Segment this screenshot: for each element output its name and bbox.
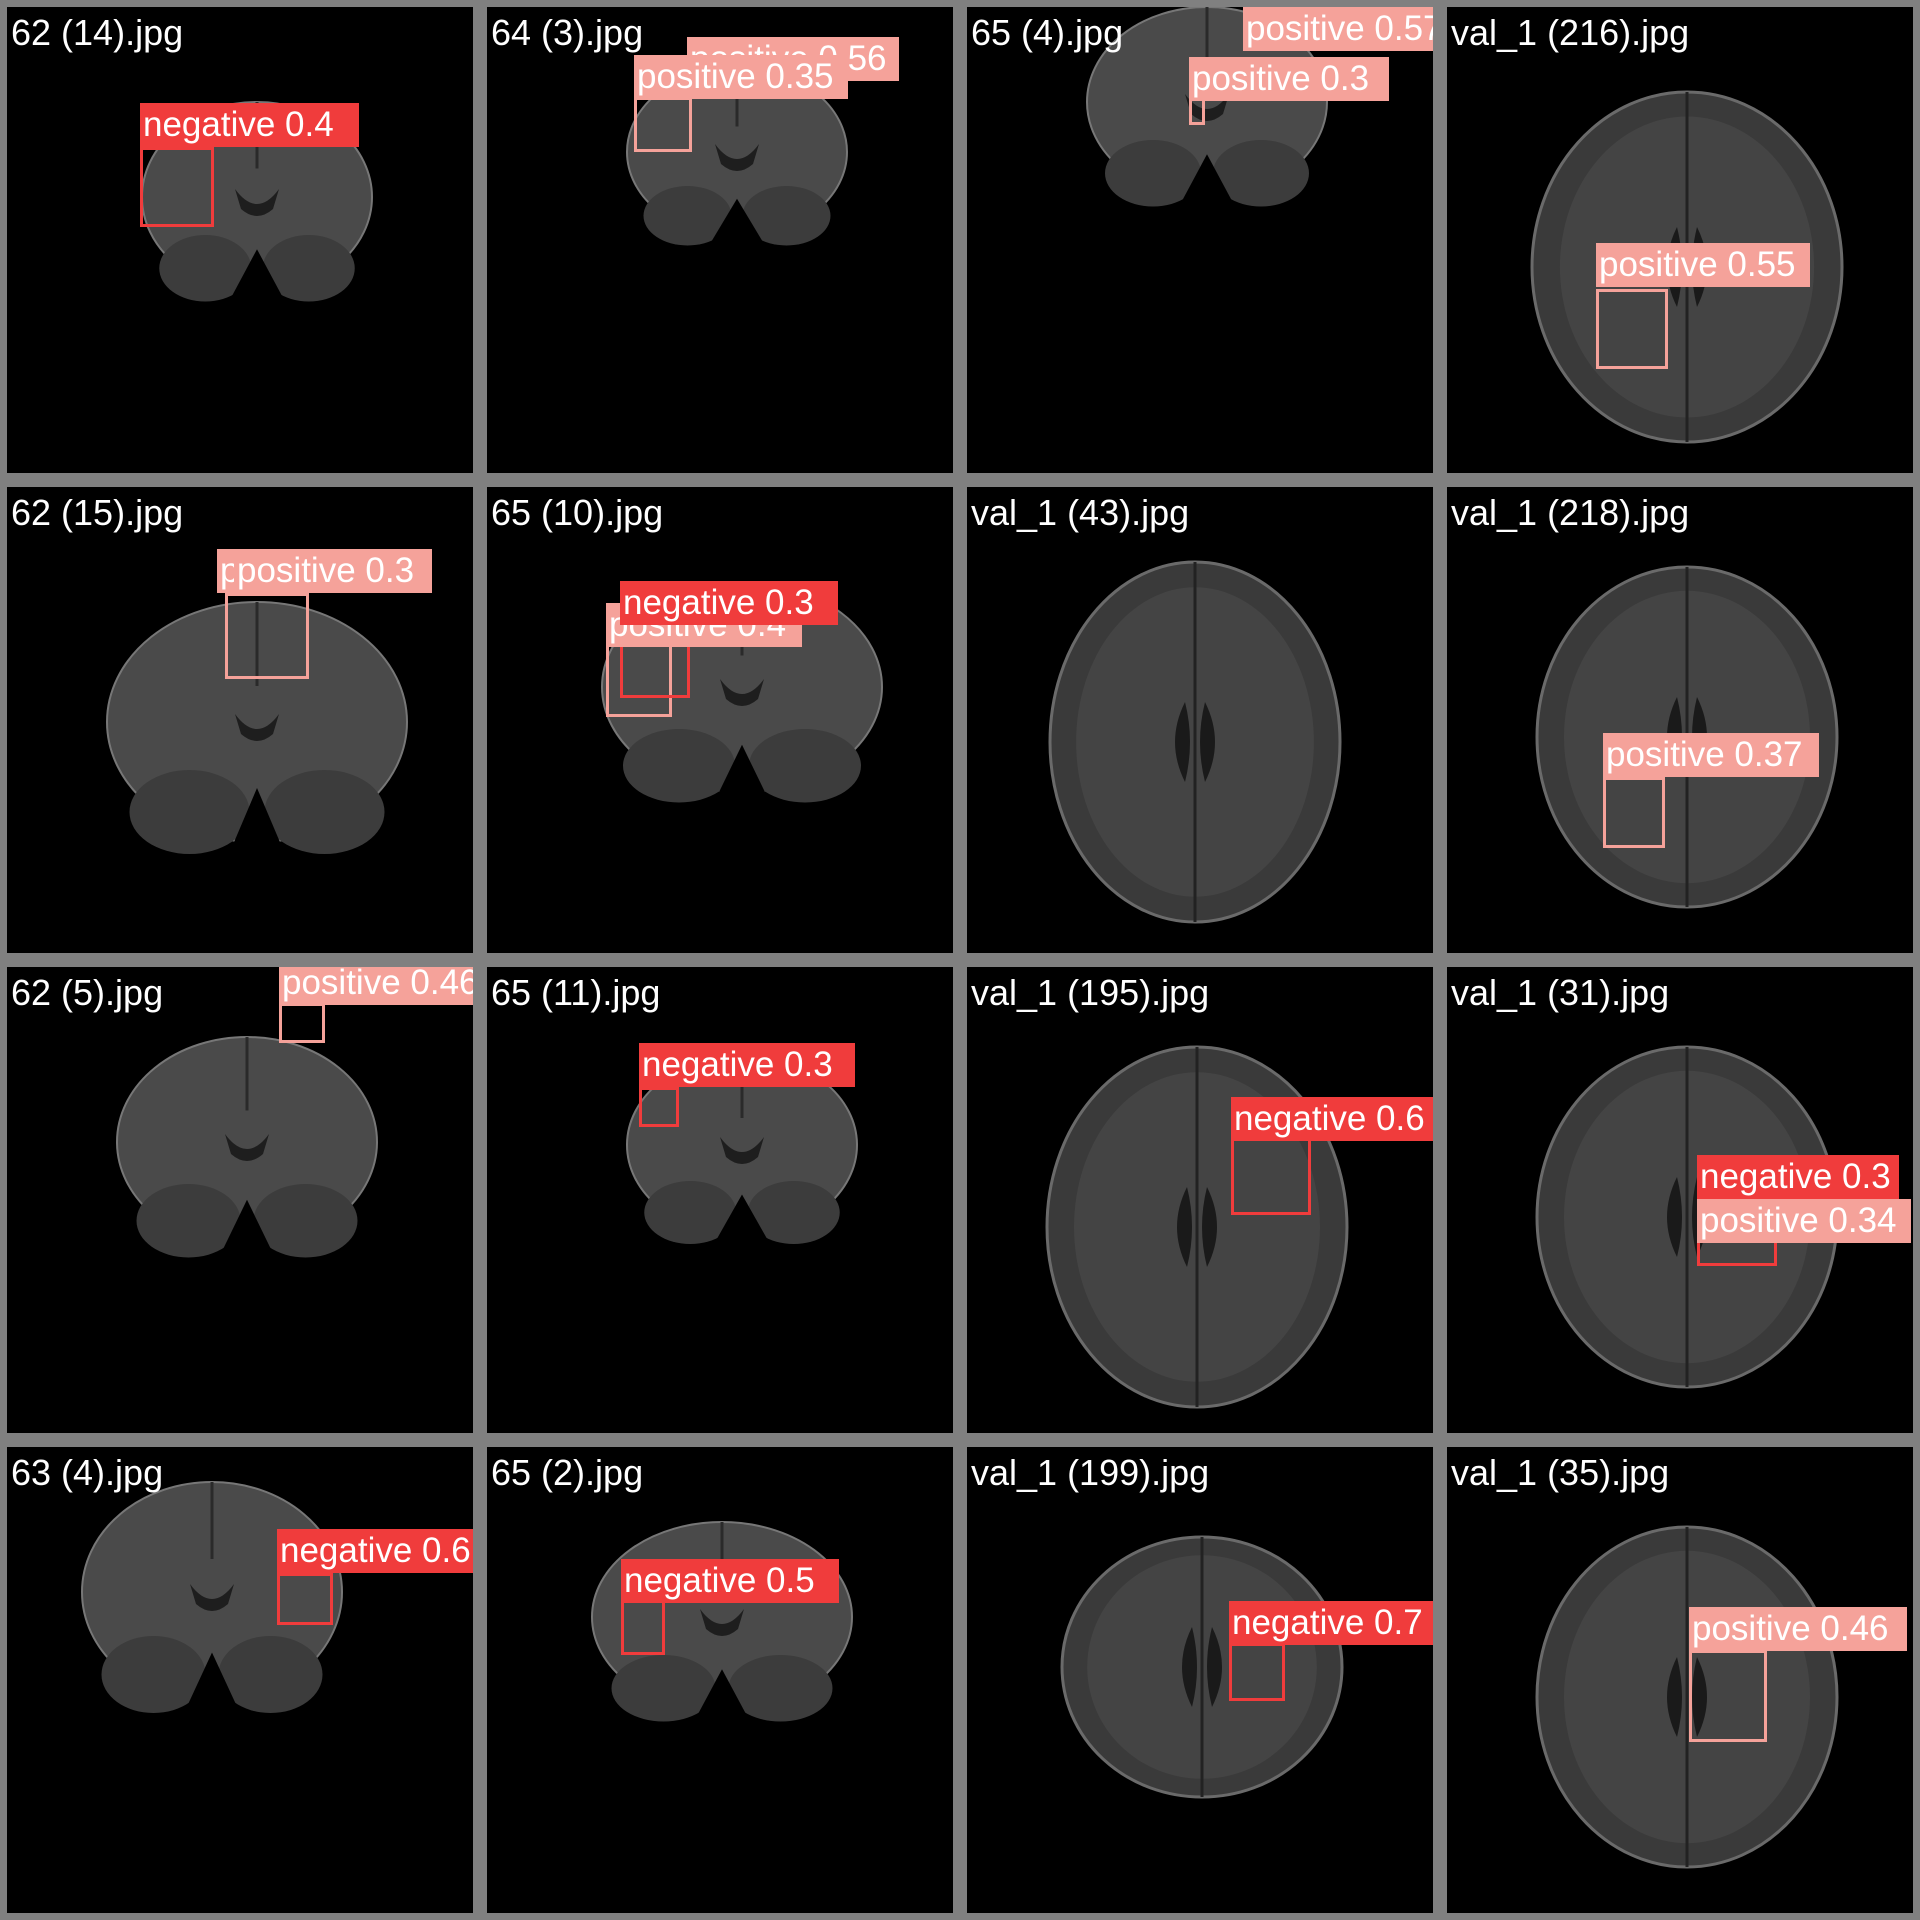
detection-box (634, 97, 692, 152)
detection-label: positive 0.3 (1189, 57, 1389, 101)
detection-label: negative 0.3 (1697, 1155, 1899, 1199)
result-tile: 63 (4).jpg negative 0.6 (7, 1447, 473, 1913)
detection-label: positive 0.34 (1697, 1199, 1911, 1243)
detection-label: positive 0.35 (634, 55, 848, 99)
file-name: val_1 (35).jpg (1451, 1452, 1670, 1493)
file-name: val_1 (31).jpg (1451, 972, 1670, 1013)
detection-label: negative 0.3 (620, 581, 838, 625)
file-name: val_1 (43).jpg (971, 492, 1190, 533)
detection-label: negative 0.3 (639, 1043, 855, 1087)
detection-box (279, 1003, 325, 1043)
file-name: 65 (11).jpg (491, 972, 661, 1013)
file-name: val_1 (218).jpg (1451, 492, 1690, 533)
mri-scan-image (626, 1054, 858, 1244)
mri-scan-image (601, 581, 883, 803)
file-name: 64 (3).jpg (491, 12, 644, 53)
file-name: val_1 (199).jpg (971, 1452, 1210, 1493)
file-name: 62 (5).jpg (11, 972, 164, 1013)
mri-scan-image (1045, 1045, 1349, 1409)
result-tile: 62 (5).jpg positive 0.46 (7, 967, 473, 1433)
result-tile: val_1 (195).jpg negative 0.6 (967, 967, 1433, 1433)
detection-box (1689, 1650, 1767, 1742)
file-name: 62 (14).jpg (11, 12, 184, 53)
result-tile: val_1 (218).jpg positive 0.37 (1447, 487, 1913, 953)
file-name: 63 (4).jpg (11, 1452, 164, 1493)
mri-scan-image (1048, 560, 1342, 924)
file-name: 65 (4).jpg (971, 12, 1124, 53)
detection-box (140, 147, 214, 227)
mri-scan-image (81, 1481, 343, 1713)
detection-label: positive 0.46 (279, 967, 473, 1005)
detection-box (639, 1087, 679, 1127)
mri-scan-image (1535, 1525, 1839, 1869)
detection-label: negative 0.7 (1229, 1601, 1433, 1645)
detection-label: negative 0.6 (1231, 1097, 1433, 1141)
mri-scan-image (1086, 7, 1328, 207)
result-tile: 65 (11).jpg negative 0.3 (487, 967, 953, 1433)
detection-label: negative 0.6 (277, 1529, 473, 1573)
file-name: val_1 (216).jpg (1451, 12, 1690, 53)
mri-scan-image (1530, 90, 1844, 444)
detection-box (1603, 777, 1665, 848)
file-name: 65 (10).jpg (491, 492, 664, 533)
result-tile: 62 (15).jpgpositivepositive 0.3 (7, 487, 473, 953)
mri-scan-image (1535, 565, 1839, 909)
mri-scan-image (626, 66, 848, 246)
file-name: val_1 (195).jpg (971, 972, 1210, 1013)
result-tile: val_1 (35).jpg positive 0.46 (1447, 1447, 1913, 1913)
mri-scan-image (106, 601, 408, 854)
result-tile: 65 (2).jpg negative 0.5 (487, 1447, 953, 1913)
result-tile: val_1 (216).jpg positive 0.55 (1447, 7, 1913, 473)
result-tile: 65 (4).jpg positive 0.57 positive 0.3 (967, 7, 1433, 473)
detection-box (1229, 1643, 1285, 1701)
detection-label: negative 0.4 (140, 103, 359, 147)
file-name: 62 (15).jpg (11, 492, 184, 533)
mri-scan-image (1535, 1045, 1839, 1389)
file-name: 65 (2).jpg (491, 1452, 644, 1493)
result-tile: val_1 (31).jpg negative 0.3 positive 0.34 (1447, 967, 1913, 1433)
mri-scan-image (591, 1521, 853, 1722)
mri-scan-image (141, 101, 373, 302)
detection-label: positive 0.57 (1243, 7, 1433, 51)
detection-box (621, 1599, 665, 1655)
detection-box (225, 593, 309, 679)
detection-label: negative 0.5 (621, 1559, 839, 1603)
detection-label: positive 0.37 (1603, 733, 1819, 777)
mri-scan-image (116, 1036, 378, 1258)
result-tile: val_1 (43).jpg (967, 487, 1433, 953)
detection-box (1596, 289, 1668, 369)
detection-box (1231, 1137, 1311, 1215)
detection-label: positive 0.46 (1689, 1607, 1907, 1651)
detection-label: positive 0.3 (234, 549, 432, 593)
result-tile: val_1 (199).jpg negative 0.7 (967, 1447, 1433, 1913)
mri-scan-image (1060, 1535, 1344, 1799)
detection-box (277, 1573, 333, 1625)
detection-box (1189, 97, 1205, 125)
result-tile: 62 (14).jpg negative 0.4 (7, 7, 473, 473)
detection-label: positive 0.55 (1596, 243, 1810, 287)
